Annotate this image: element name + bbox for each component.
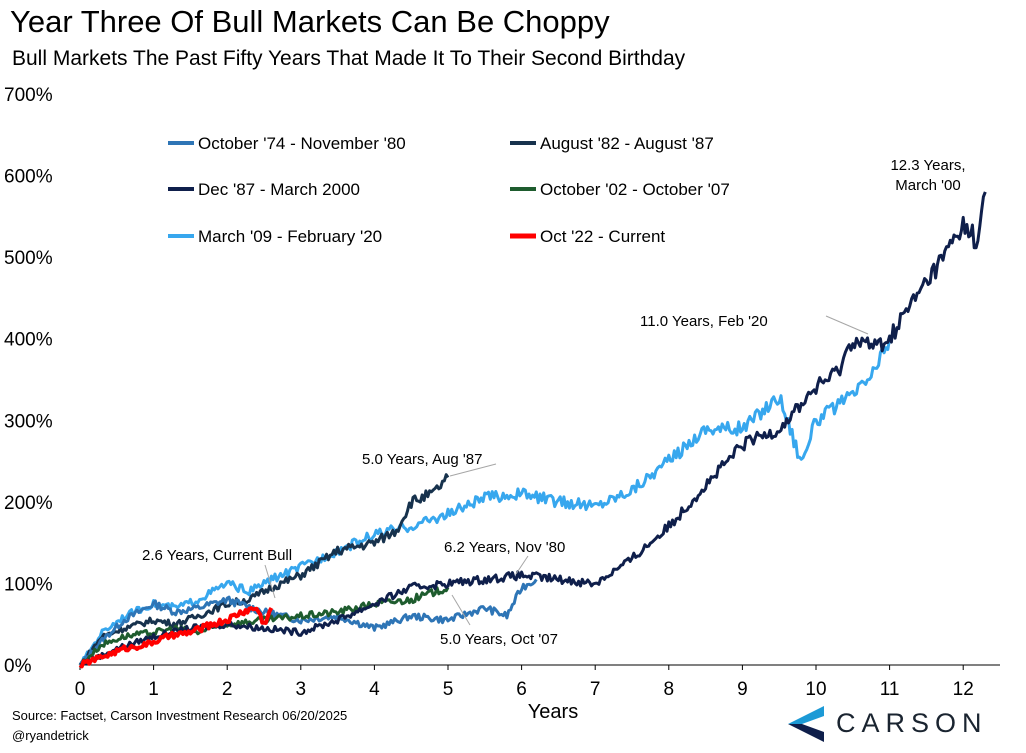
legend-entry: Oct '22 - Current (540, 227, 665, 246)
author-handle: @ryandetrick (12, 728, 89, 743)
legend-entry: October '74 - November '80 (198, 134, 406, 153)
x-tick-label: 11 (880, 679, 900, 700)
series-line (79, 191, 987, 667)
annotation-leader (449, 463, 497, 477)
legend-entry: March '09 - February '20 (198, 227, 382, 246)
chart-subtitle: Bull Markets The Past Fifty Years That M… (12, 47, 686, 70)
series-line (79, 338, 892, 667)
y-tick-label: 400% (4, 330, 53, 351)
carson-chevron-icon (788, 706, 824, 742)
annotation-leader (515, 555, 529, 575)
x-tick-label: 8 (664, 679, 675, 700)
legend-entry: Dec '87 - March 2000 (198, 180, 360, 199)
annotation-leader (451, 594, 471, 626)
y-tick-label: 200% (4, 493, 53, 514)
x-tick-label: 7 (590, 679, 601, 700)
y-tick-label: 0% (4, 656, 32, 677)
x-axis: 0 1 2 3 4 5 6 7 8 9 10 11 12 (75, 664, 1000, 700)
series-line (78, 578, 538, 666)
x-tick-label: 4 (369, 679, 380, 700)
y-axis: 0% 100% 200% 300% 400% 500% 600% 700% (4, 85, 53, 677)
series-line (78, 606, 274, 669)
legend-entry: August '82 - August '87 (540, 134, 714, 153)
chart-title: Year Three Of Bull Markets Can Be Choppy (10, 4, 610, 39)
x-tick-label: 3 (296, 679, 307, 700)
annotation-label: March '00 (895, 177, 960, 194)
annotation-label: 2.6 Years, Current Bull (142, 547, 292, 564)
y-tick-label: 500% (4, 248, 53, 269)
y-tick-label: 700% (4, 85, 53, 106)
x-tick-label: 1 (148, 679, 159, 700)
logo-wordmark: CARSON (836, 708, 988, 738)
annotations: 12.3 Years, March '00 11.0 Years, Feb '20 5… (142, 157, 966, 648)
legend: October '74 - November '80 August '82 - A… (168, 134, 730, 246)
x-axis-label: Years (528, 701, 578, 723)
annotation-label: 12.3 Years, (890, 157, 965, 174)
annotation-label: 5.0 Years, Aug '87 (362, 451, 482, 468)
source-note: Source: Factset, Carson Investment Resea… (12, 708, 348, 723)
series-lines (78, 191, 987, 669)
annotation-leader (264, 564, 276, 599)
x-tick-label: 5 (443, 679, 454, 700)
x-tick-label: 0 (75, 679, 86, 700)
x-tick-label: 9 (737, 679, 748, 700)
y-tick-label: 100% (4, 574, 53, 595)
annotation-label: 11.0 Years, Feb '20 (640, 313, 768, 330)
y-tick-label: 300% (4, 411, 53, 432)
y-tick-label: 600% (4, 167, 53, 188)
annotation-label: 6.2 Years, Nov '80 (444, 539, 565, 556)
x-tick-label: 12 (953, 679, 974, 700)
x-tick-label: 6 (516, 679, 527, 700)
series-line (78, 473, 450, 666)
x-tick-label: 2 (222, 679, 233, 700)
x-tick-label: 10 (805, 679, 826, 700)
annotation-leader (825, 315, 869, 335)
annotation-label: 5.0 Years, Oct '07 (440, 631, 558, 648)
legend-entry: October '02 - October '07 (540, 180, 730, 199)
carson-logo: CARSON (784, 700, 1020, 748)
